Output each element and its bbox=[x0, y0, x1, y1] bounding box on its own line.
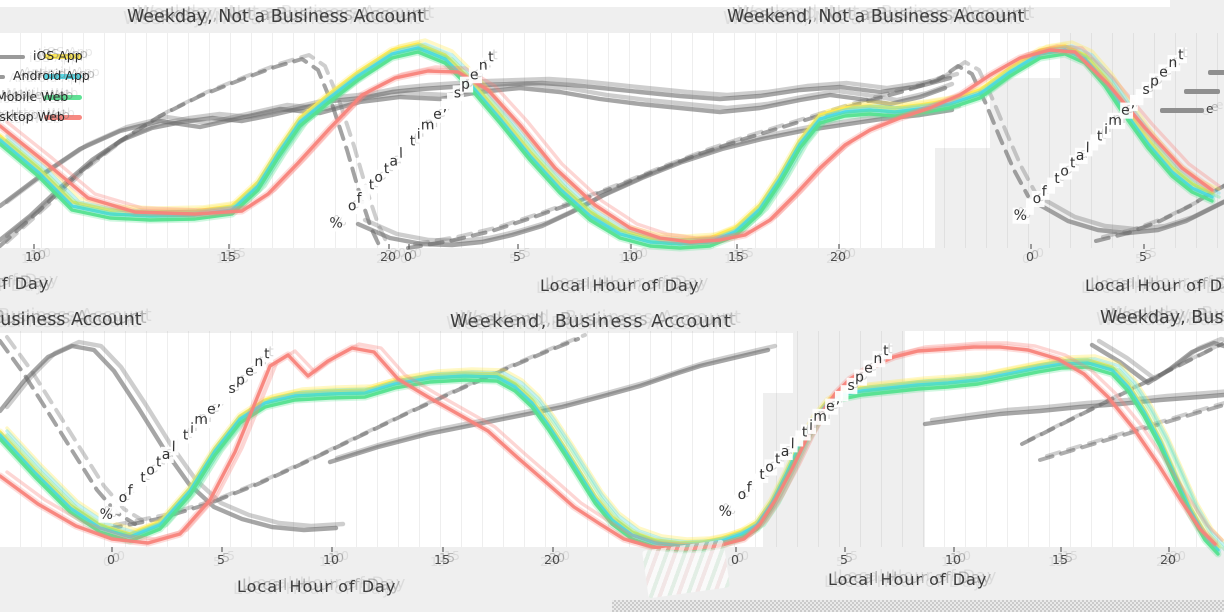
legend-label-ios-app: iOS App bbox=[33, 48, 83, 63]
legend: iOS App Android App Mobile Web Desktop Web bbox=[0, 40, 215, 132]
x-tick-label: 0 bbox=[731, 552, 739, 567]
partial-legend-label-fragment: e bbox=[1206, 102, 1214, 116]
ylabel-char: t bbox=[262, 346, 273, 363]
x-tick-label: 20 bbox=[380, 249, 396, 264]
xlabel-top-left-clipped: Local Hour of Day bbox=[0, 274, 50, 293]
legend-label-mobile-web: Mobile Web bbox=[0, 89, 69, 104]
title-weekday-business-left-clipped: Weekday, Business Account bbox=[0, 310, 142, 330]
xlabel-bottom-right: Local Hour of Day bbox=[828, 570, 988, 589]
title-weekday-business-right-clipped: Weekday, Business Account bbox=[1100, 308, 1224, 328]
x-tick-label: 0 bbox=[404, 249, 412, 264]
x-tick-label: 15 bbox=[728, 249, 744, 264]
x-tick-label: 10 bbox=[25, 249, 41, 264]
x-tick-label: 20 bbox=[830, 249, 846, 264]
x-tick-label: 10 bbox=[323, 552, 339, 567]
legend-ghost-swatch-ios-app bbox=[0, 55, 25, 59]
x-tick-label: 15 bbox=[434, 552, 450, 567]
x-tick-label: 5 bbox=[513, 249, 521, 264]
x-tick-label: 20 bbox=[1160, 552, 1176, 567]
title-weekday-not-business: Weekday, Not a Business Account bbox=[127, 7, 425, 27]
xlabel-bottom-left: Local Hour of Day bbox=[237, 577, 397, 596]
x-tick-label: 0 bbox=[107, 552, 115, 567]
ylabel-char: t bbox=[486, 49, 497, 66]
title-weekend-business: Weekend, Business Account bbox=[450, 312, 733, 332]
legend-label-android-app: Android App bbox=[13, 68, 90, 83]
x-tick-label: 5 bbox=[840, 552, 848, 567]
x-tick-label: 5 bbox=[217, 552, 225, 567]
partial-legend-swatch-1 bbox=[1208, 70, 1224, 75]
x-tick-label: 20 bbox=[544, 552, 560, 567]
partial-legend-swatch-2 bbox=[1184, 89, 1220, 94]
x-tick-label: 15 bbox=[1052, 552, 1068, 567]
legend-label-desktop-web: Desktop Web bbox=[0, 109, 65, 124]
horizontal-scrollbar[interactable] bbox=[612, 600, 1224, 612]
legend-ghost-swatch-android-app bbox=[0, 75, 5, 79]
xlabel-top-right-clipped: Local Hour of Day bbox=[1085, 276, 1224, 295]
x-tick-label: 10 bbox=[622, 249, 638, 264]
x-tick-label: 15 bbox=[220, 249, 236, 264]
top-margin-band bbox=[0, 0, 1170, 7]
ylabel-char: t bbox=[1176, 47, 1187, 64]
x-tick-label: 5 bbox=[1139, 249, 1147, 264]
x-tick-label: 0 bbox=[1026, 249, 1034, 264]
title-weekend-not-business: Weekend, Not a Business Account bbox=[727, 7, 1025, 27]
partial-legend-swatch-3 bbox=[1160, 108, 1204, 113]
ylabel-char: t bbox=[881, 343, 892, 360]
xlabel-top-middle: Local Hour of Day bbox=[540, 276, 700, 295]
watermark-smudge bbox=[642, 539, 730, 599]
x-tick-label: 10 bbox=[945, 552, 961, 567]
